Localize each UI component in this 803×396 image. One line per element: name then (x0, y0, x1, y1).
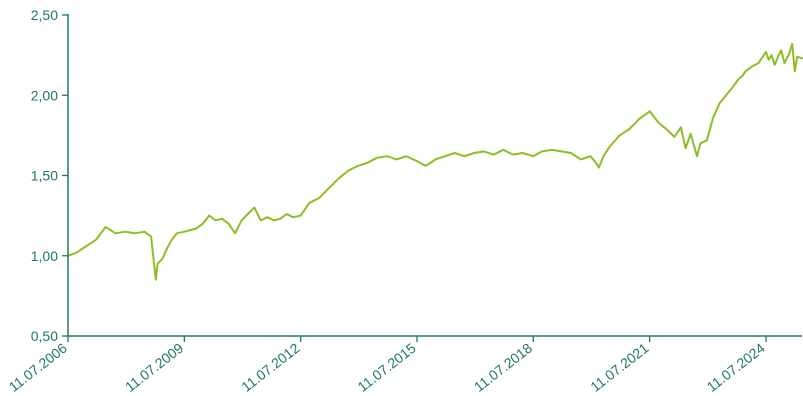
y-tick-label: 1,50 (31, 168, 58, 184)
x-tick-label: 11.07.2015 (355, 340, 419, 395)
x-tick-label: 11.07.2009 (122, 340, 186, 395)
x-tick-label: 11.07.2012 (238, 340, 302, 395)
x-tick-label: 11.07.2006 (6, 340, 70, 395)
x-tick-label: 11.07.2024 (704, 340, 768, 395)
y-tick-label: 2,00 (31, 87, 58, 103)
y-tick-label: 1,00 (31, 248, 58, 264)
y-tick-label: 2,50 (31, 7, 58, 23)
x-tick-label: 11.07.2021 (587, 340, 651, 395)
x-axis-ticks: 11.07.2006 11.07.2009 11.07.2012 11.07.2015… (6, 336, 768, 395)
y-tick-label: 0,50 (31, 328, 58, 344)
series-layer (67, 42, 803, 281)
y-axis-ticks: 0,50 1,00 1,50 2,00 2,50 (31, 7, 68, 344)
x-tick-label: 11.07.2018 (471, 340, 535, 395)
series-line (67, 42, 803, 281)
